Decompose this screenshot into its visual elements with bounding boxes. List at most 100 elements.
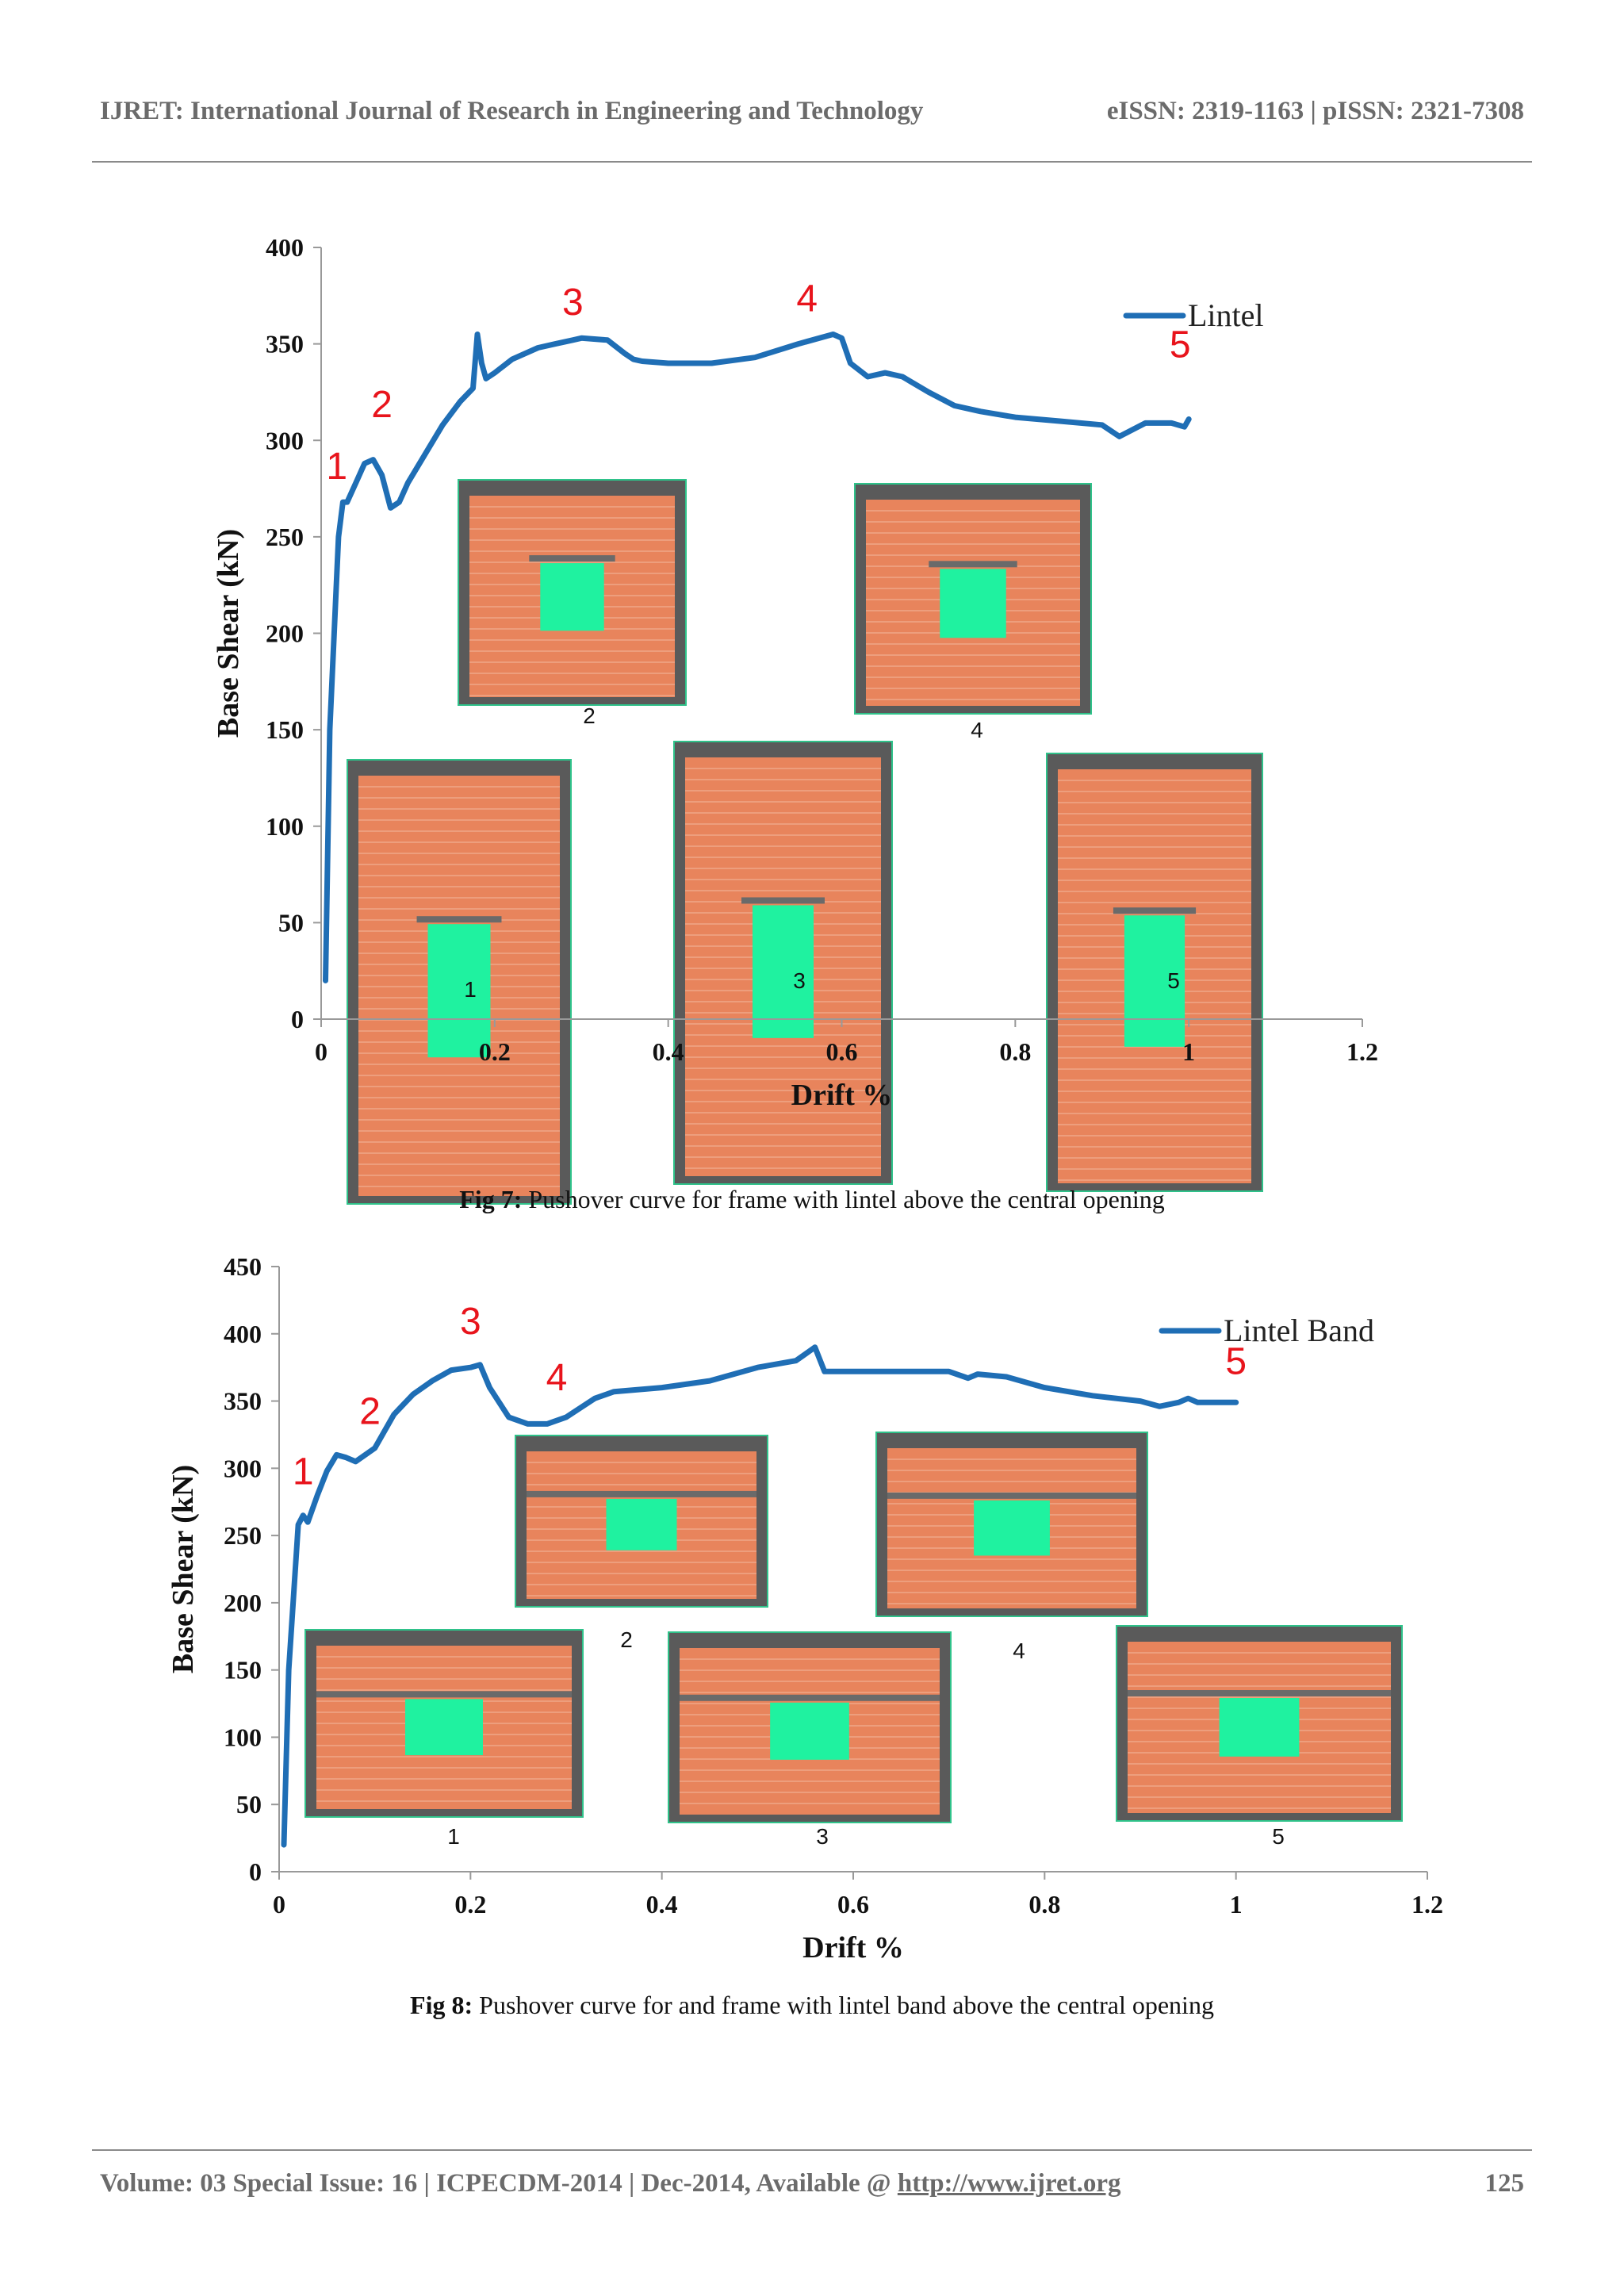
x-tick-label: 1.2 (1346, 1037, 1378, 1066)
figure-8-insets: 1 2 3 4 5 (304, 1432, 1403, 1849)
x-tick-label: 0.2 (454, 1890, 486, 1918)
opening (606, 1498, 677, 1550)
inset-panel-2: 2 (515, 1435, 768, 1652)
stage-marker-4: 4 (796, 278, 818, 320)
y-axis-title: Base Shear (kN) (212, 529, 245, 738)
x-axis-title: Drift % (802, 1931, 904, 1964)
figure-7-axes: 0 0.2 0.4 0.6 0.8 1 1.2 0 50 100 150 200 250 300 350 40… (212, 233, 1378, 1112)
figure-7-stage-markers: 12 3 4 5 (326, 278, 1190, 488)
lintel-band (527, 1490, 756, 1497)
y-tick-label: 150 (224, 1656, 262, 1685)
inset-panel-1: 1 (347, 759, 572, 1205)
inset-label-2: 2 (583, 703, 596, 728)
stage-marker-3: 3 (460, 1301, 481, 1343)
figure-7-caption-text: Pushover curve for frame with lintel abo… (522, 1185, 1165, 1213)
brick-courses (680, 1658, 940, 1804)
figure-8-curve (281, 1344, 1239, 1848)
series-line-lintel-band (281, 1344, 1239, 1848)
opening (540, 563, 604, 631)
figure-8-stage-markers: 1 2 3 4 5 (293, 1301, 1247, 1493)
stage-marker-4: 4 (546, 1357, 568, 1399)
x-axis-title: Drift % (791, 1079, 893, 1112)
figure-8-caption: Fig 8: Pushover curve for and frame with… (0, 1991, 1624, 2020)
opening (405, 1699, 483, 1756)
lintel (529, 555, 615, 562)
running-footer: Volume: 03 Special Issue: 16 | ICPECDM-2… (94, 2169, 1530, 2204)
opening (753, 905, 814, 1038)
inset-label-3: 3 (793, 968, 806, 993)
lintel-band (316, 1691, 572, 1698)
x-tick-label: 0.2 (479, 1037, 511, 1066)
inset-label-1: 1 (447, 1824, 460, 1849)
figure-7-insets: 1 2 3 4 5 (347, 479, 1263, 1205)
lintel (929, 561, 1017, 568)
y-tick-label: 350 (266, 330, 304, 358)
y-tick-label: 350 (224, 1387, 262, 1416)
lintel (741, 897, 825, 904)
inset-panel-5: 5 (1116, 1625, 1403, 1849)
inset-label-5: 5 (1167, 968, 1180, 993)
inset-panel-2: 2 (458, 479, 687, 728)
y-tick-label: 150 (266, 715, 304, 744)
y-tick-label: 250 (266, 523, 304, 551)
inset-panel-3: 3 (673, 741, 893, 1185)
legend-label: Lintel Band (1224, 1313, 1374, 1348)
figure-7-legend: Lintel (1123, 297, 1264, 333)
header-rule (92, 161, 1532, 163)
inset-label-4: 4 (971, 718, 983, 742)
y-tick-label: 200 (224, 1589, 262, 1617)
y-tick-label: 50 (278, 908, 304, 937)
figure-8-chart: 1 2 3 4 5 0 0.2 0.4 0.6 0.8 1 1.2 0 50 100 150 200 250 30… (167, 1252, 1443, 1964)
y-tick-label: 300 (266, 426, 304, 454)
x-tick-label: 0.6 (826, 1037, 858, 1066)
series-line-lintel (323, 332, 1192, 983)
y-tick-label: 450 (224, 1252, 262, 1281)
inset-panel-1: 1 (304, 1629, 584, 1849)
opening (427, 924, 491, 1058)
x-tick-label: 1.2 (1411, 1890, 1443, 1918)
opening (1219, 1698, 1300, 1757)
y-tick-label: 100 (266, 812, 304, 841)
inset-label-1: 1 (464, 977, 477, 1002)
volume-text: Volume: 03 Special Issue: 16 | ICPECDM-2… (100, 2169, 898, 2198)
figure-7-caption-label: Fig 7: (459, 1185, 523, 1213)
stage-marker-2: 2 (359, 1390, 381, 1432)
y-axis-title: Base Shear (kN) (167, 1465, 200, 1673)
x-tick-label: 0 (273, 1890, 285, 1918)
y-tick-label: 0 (249, 1857, 262, 1886)
issn-info: eISSN: 2319-1163 | pISSN: 2321-7308 (1106, 97, 1524, 125)
opening (974, 1500, 1050, 1556)
journal-title: IJRET: International Journal of Research… (100, 97, 924, 125)
x-tick-label: 0.6 (837, 1890, 869, 1918)
stage-marker-1: 1 (293, 1451, 314, 1493)
footer-rule (92, 2149, 1532, 2151)
x-tick-label: 0.4 (646, 1890, 678, 1918)
stage-marker-2: 2 (371, 384, 393, 426)
y-tick-label: 250 (224, 1521, 262, 1550)
journal-link[interactable]: http://www.ijret.org (897, 2169, 1121, 2198)
figure-8-caption-label: Fig 8: (410, 1991, 473, 2019)
lintel (1113, 907, 1197, 914)
figure-7-caption: Fig 7: Pushover curve for frame with lin… (0, 1185, 1624, 1214)
x-tick-label: 1 (1230, 1890, 1243, 1918)
inset-panel-5: 5 (1046, 753, 1263, 1192)
legend-label: Lintel (1188, 297, 1264, 333)
lintel-band (887, 1492, 1136, 1499)
opening (940, 569, 1006, 638)
figure-8-caption-text: Pushover curve for and frame with lintel… (473, 1991, 1214, 2019)
x-tick-label: 0.8 (999, 1037, 1031, 1066)
inset-label-5: 5 (1272, 1824, 1285, 1849)
lintel (416, 916, 502, 923)
x-tick-label: 0.8 (1028, 1890, 1060, 1918)
y-tick-label: 400 (224, 1320, 262, 1348)
y-tick-label: 300 (224, 1454, 262, 1482)
inset-panel-4: 4 (854, 483, 1092, 742)
figure-8-axes: 0 0.2 0.4 0.6 0.8 1 1.2 0 50 100 150 200 250 300 350 40… (167, 1252, 1443, 1964)
y-tick-label: 200 (266, 619, 304, 648)
y-tick-label: 0 (291, 1005, 304, 1033)
y-tick-label: 100 (224, 1723, 262, 1751)
volume-info: Volume: 03 Special Issue: 16 | ICPECDM-2… (100, 2169, 1121, 2198)
figure-8-legend: Lintel Band (1159, 1313, 1374, 1348)
stage-marker-1: 1 (326, 446, 347, 488)
